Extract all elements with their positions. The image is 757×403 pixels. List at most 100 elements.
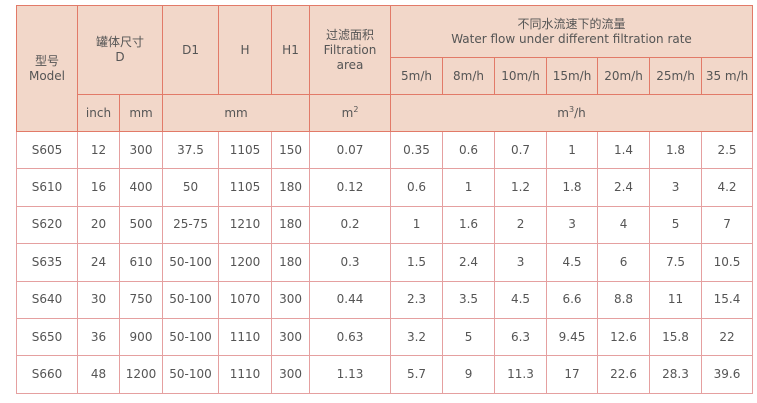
value-cell: 4.5 (494, 280, 548, 319)
value-cell: 22 (701, 317, 754, 357)
value-cell: 6.6 (546, 280, 599, 319)
value-cell: 50 (162, 168, 220, 207)
rate-header: 15m/h (546, 57, 599, 95)
unit-flow: m3/h (390, 94, 754, 132)
value-cell: 150 (271, 130, 311, 170)
value-cell: 0.7 (494, 130, 548, 170)
value-cell: 2.5 (701, 130, 754, 170)
model-cell: S620 (16, 205, 78, 245)
value-cell: 50-100 (162, 355, 220, 394)
rate-header: 8m/h (442, 57, 496, 95)
value-cell: 1110 (218, 317, 273, 357)
value-cell: 1.8 (649, 130, 703, 170)
value-cell: 300 (271, 280, 311, 319)
model-cell: S660 (16, 355, 78, 394)
value-cell: 8.8 (597, 280, 651, 319)
value-cell: 1.13 (309, 355, 392, 394)
model-cell: S640 (16, 280, 78, 319)
filter-spec-table: 型号 Model 罐体尺寸 D D1 H H1 过滤面积 Filtration area… (16, 5, 754, 394)
value-cell: 9 (442, 355, 496, 394)
unit-area: m2 (309, 94, 392, 132)
value-cell: 3.5 (442, 280, 496, 319)
value-cell: 11.3 (494, 355, 548, 394)
value-cell: 0.07 (309, 130, 392, 170)
value-cell: 1210 (218, 205, 273, 245)
model-cell: S605 (16, 130, 78, 170)
value-cell: 22.6 (597, 355, 651, 394)
value-cell: 20 (77, 205, 120, 245)
value-cell: 10.5 (701, 243, 754, 282)
table-row: S620 20 500 25-75 1210 180 0.2 1 1.6 2 3 4 5 7 (16, 205, 754, 245)
value-cell: 1.5 (390, 243, 444, 282)
rate-header: 25m/h (649, 57, 703, 95)
h-header: H (218, 5, 273, 95)
value-cell: 3 (546, 205, 599, 245)
model-cell: S635 (16, 243, 78, 282)
table-row: S640 30 750 50-100 1070 300 0.44 2.3 3.5 4.5 6.6 8.… (16, 280, 754, 319)
value-cell: 1200 (218, 243, 273, 282)
value-cell: 2 (494, 205, 548, 245)
value-cell: 1070 (218, 280, 273, 319)
value-cell: 36 (77, 317, 120, 357)
value-cell: 6 (597, 243, 651, 282)
unit-mm-dims: mm (162, 94, 311, 132)
value-cell: 1105 (218, 168, 273, 207)
tank-size-header: 罐体尺寸 D (76, 5, 164, 95)
value-cell: 900 (118, 317, 164, 357)
value-cell: 0.6 (442, 130, 496, 170)
d1-header: D1 (162, 5, 220, 95)
table-row: S650 36 900 50-100 1110 300 0.63 3.2 5 6.3 9.45 12.… (16, 317, 754, 357)
value-cell: 9.45 (546, 317, 599, 357)
table-row: S660 48 1200 50-100 1110 300 1.13 5.7 9 11.3 17 22.… (16, 355, 754, 394)
value-cell: 7 (701, 205, 754, 245)
value-cell: 180 (271, 205, 311, 245)
value-cell: 0.6 (390, 168, 444, 207)
table-row: S605 12 300 37.5 1105 150 0.07 0.35 0.6 0.7 1 1.4 1.… (16, 130, 754, 170)
table-row: S635 24 610 50-100 1200 180 0.3 1.5 2.4 3 4.5 6 7.5 1… (16, 243, 754, 282)
rate-header: 5m/h (390, 57, 444, 95)
value-cell: 0.63 (309, 317, 392, 357)
value-cell: 24 (77, 243, 120, 282)
value-cell: 0.12 (309, 168, 392, 207)
value-cell: 25-75 (162, 205, 220, 245)
value-cell: 750 (118, 280, 164, 319)
value-cell: 11 (649, 280, 703, 319)
value-cell: 16 (77, 168, 120, 207)
value-cell: 300 (271, 355, 311, 394)
filtration-area-header: 过滤面积 Filtration area (309, 5, 392, 95)
value-cell: 5.7 (390, 355, 444, 394)
value-cell: 180 (271, 243, 311, 282)
value-cell: 1200 (118, 355, 164, 394)
value-cell: 15.8 (649, 317, 703, 357)
value-cell: 0.3 (309, 243, 392, 282)
value-cell: 30 (77, 280, 120, 319)
value-cell: 3 (649, 168, 703, 207)
value-cell: 7.5 (649, 243, 703, 282)
value-cell: 400 (118, 168, 164, 207)
value-cell: 1105 (218, 130, 273, 170)
value-cell: 0.2 (309, 205, 392, 245)
value-cell: 4 (597, 205, 651, 245)
model-cell: S650 (16, 317, 78, 357)
value-cell: 0.44 (309, 280, 392, 319)
value-cell: 39.6 (701, 355, 754, 394)
value-cell: 4.2 (701, 168, 754, 207)
value-cell: 17 (546, 355, 599, 394)
value-cell: 12.6 (597, 317, 651, 357)
value-cell: 2.3 (390, 280, 444, 319)
value-cell: 300 (118, 130, 164, 170)
value-cell: 3 (494, 243, 548, 282)
water-flow-header: 不同水流速下的流量 Water flow under different filt… (390, 5, 754, 58)
value-cell: 6.3 (494, 317, 548, 357)
value-cell: 50-100 (162, 243, 220, 282)
value-cell: 2.4 (442, 243, 496, 282)
value-cell: 1 (546, 130, 599, 170)
value-cell: 180 (271, 168, 311, 207)
value-cell: 48 (77, 355, 120, 394)
unit-mm: mm (118, 94, 164, 132)
value-cell: 12 (77, 130, 120, 170)
value-cell: 1.2 (494, 168, 548, 207)
value-cell: 300 (271, 317, 311, 357)
model-cell: S610 (16, 168, 78, 207)
value-cell: 610 (118, 243, 164, 282)
